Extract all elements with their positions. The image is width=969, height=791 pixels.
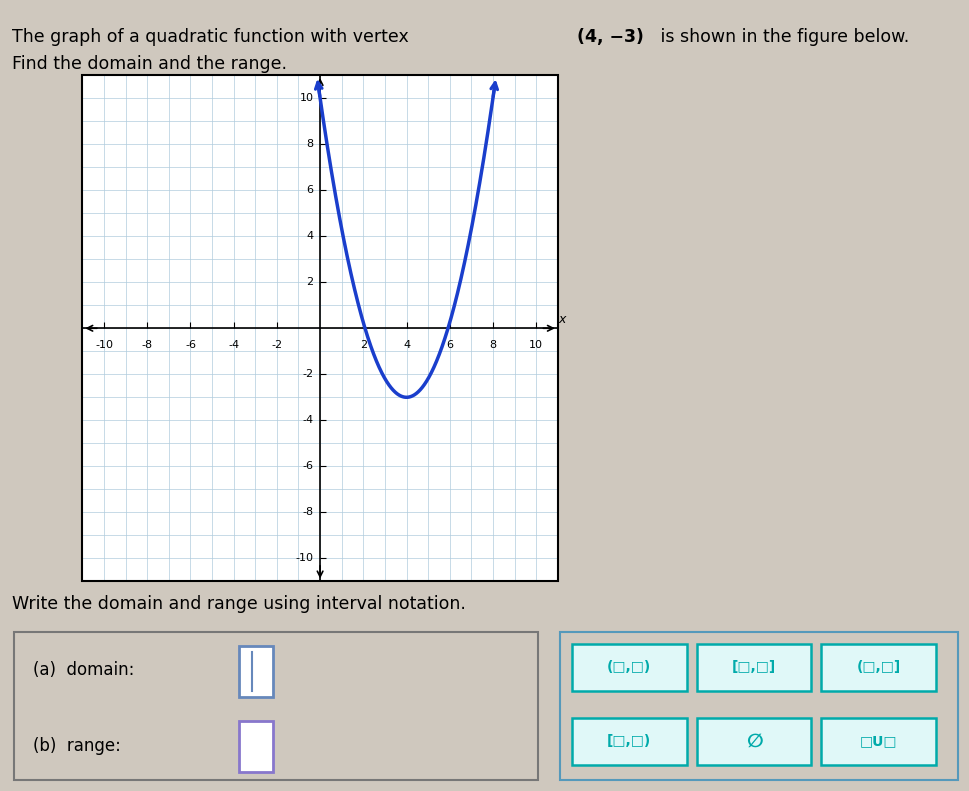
Text: 4: 4 (306, 231, 313, 241)
Text: -10: -10 (95, 340, 113, 350)
Text: x: x (558, 312, 565, 326)
Text: -8: -8 (302, 507, 313, 517)
Text: (□,□]: (□,□] (856, 660, 900, 675)
Text: -10: -10 (296, 554, 313, 563)
Text: ∅: ∅ (745, 732, 762, 751)
Bar (821, 644, 935, 691)
Text: [□,□]: [□,□] (732, 660, 775, 675)
Text: -4: -4 (302, 415, 313, 426)
Bar (238, 721, 273, 772)
Text: 2: 2 (306, 277, 313, 287)
Text: (b)  range:: (b) range: (33, 737, 120, 755)
Text: -8: -8 (141, 340, 153, 350)
Text: -6: -6 (185, 340, 196, 350)
Bar (696, 718, 810, 765)
Text: 10: 10 (299, 93, 313, 103)
Text: 4: 4 (402, 340, 410, 350)
Text: 6: 6 (446, 340, 453, 350)
Text: -4: -4 (228, 340, 239, 350)
Text: (a)  domain:: (a) domain: (33, 661, 134, 679)
Text: 2: 2 (359, 340, 366, 350)
Text: 6: 6 (306, 185, 313, 195)
Text: (4, −3): (4, −3) (577, 28, 643, 46)
Text: 8: 8 (306, 139, 313, 149)
Text: □U□: □U□ (860, 735, 896, 748)
Text: 10: 10 (529, 340, 543, 350)
Text: -6: -6 (302, 461, 313, 471)
Bar (572, 718, 686, 765)
Text: -2: -2 (302, 369, 313, 380)
Bar (238, 645, 273, 697)
Text: The graph of a quadratic function with vertex: The graph of a quadratic function with v… (12, 28, 414, 46)
Text: -2: -2 (271, 340, 282, 350)
Bar (82, 75, 557, 581)
Bar (572, 644, 686, 691)
Text: Find the domain and the range.: Find the domain and the range. (12, 55, 287, 74)
Bar (821, 718, 935, 765)
Text: is shown in the figure below.: is shown in the figure below. (654, 28, 908, 46)
Text: 8: 8 (489, 340, 496, 350)
Text: (□,□): (□,□) (607, 660, 650, 675)
Text: [□,□): [□,□) (607, 735, 650, 748)
Text: Write the domain and range using interval notation.: Write the domain and range using interva… (12, 595, 465, 613)
Bar (696, 644, 810, 691)
